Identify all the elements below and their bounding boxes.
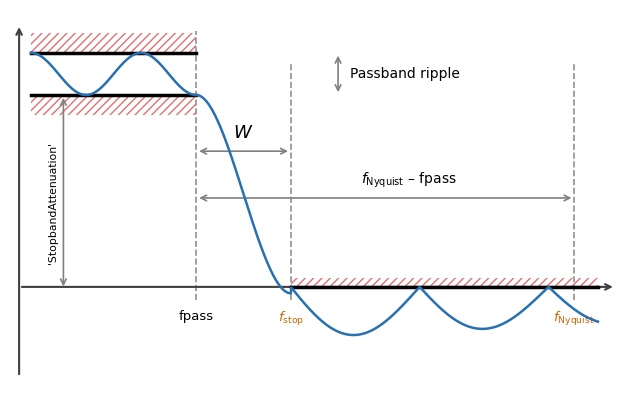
Text: $W$: $W$ [234, 124, 254, 142]
Text: 'StopbandAttenuation': 'StopbandAttenuation' [48, 142, 58, 264]
Text: fpass: fpass [179, 310, 214, 323]
Text: Passband ripple: Passband ripple [350, 67, 460, 81]
Text: $f_{\rm Nyquist}$ – fpass: $f_{\rm Nyquist}$ – fpass [361, 171, 457, 190]
Text: $f_{\rm Nyquist}$: $f_{\rm Nyquist}$ [553, 310, 595, 328]
Text: $f_{\rm stop}$: $f_{\rm stop}$ [278, 310, 304, 328]
